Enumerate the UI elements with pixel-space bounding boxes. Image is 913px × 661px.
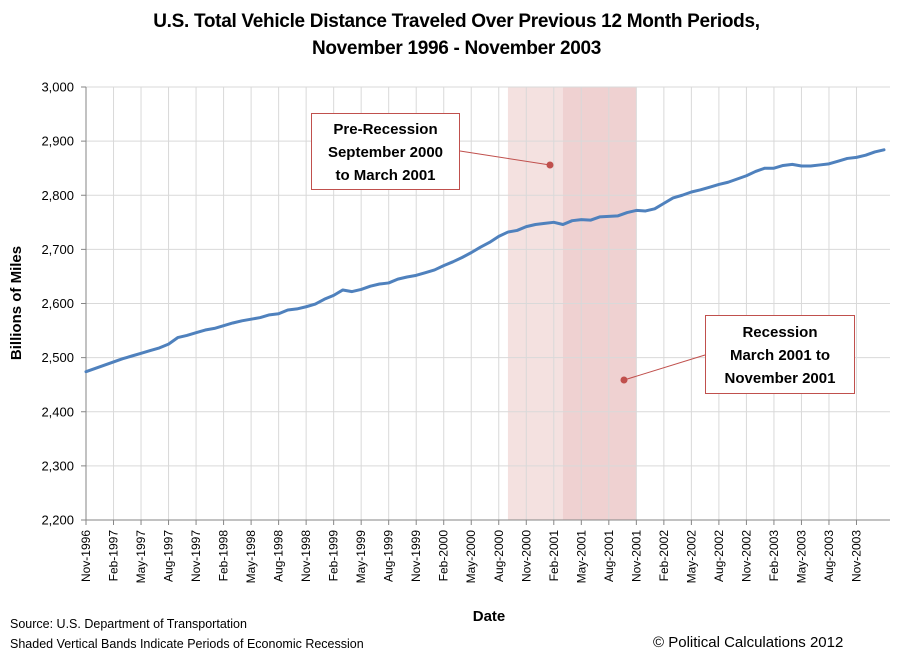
y-tick-label: 2,800 [41, 188, 74, 203]
axes [81, 86, 890, 525]
x-tick-label: May-2001 [574, 530, 588, 584]
source-note: Source: U.S. Department of Transportatio… [10, 617, 247, 631]
callout-line: March 2001 to [729, 347, 831, 364]
x-tick-label: May-1997 [134, 530, 148, 584]
x-tick-label: Nov-1997 [189, 530, 203, 582]
chart-title: U.S. Total Vehicle Distance Traveled Ove… [0, 8, 913, 62]
x-tick-label: Aug-2003 [822, 530, 836, 582]
data-series [84, 148, 886, 374]
callout-line: Pre-Recession [333, 121, 438, 138]
y-axis-title: Billions of Miles [8, 246, 25, 360]
x-tick-label: Aug-1999 [382, 530, 396, 582]
x-tick-label: Nov-2001 [629, 530, 643, 582]
y-tick-label: 2,900 [41, 134, 74, 149]
x-tick-label: Aug-2000 [492, 530, 506, 582]
y-tick-label: 2,300 [41, 458, 74, 473]
copyright-note: © Political Calculations 2012 [653, 634, 844, 651]
recession-marker-dot [620, 376, 628, 384]
x-tick-labels: Nov-1996 Feb-1997 May-1997 Aug-1997 Nov-1997… [79, 530, 863, 584]
x-tick-label: Feb-1997 [107, 530, 121, 582]
series-line-vehicle-miles [84, 148, 886, 374]
x-tick-label: Feb-2001 [547, 530, 561, 582]
x-tick-label: Nov-2000 [519, 530, 533, 582]
recession-callout: Recession March 2001 to November 2001 [705, 315, 855, 394]
pre-recession-leader-line [459, 150, 551, 166]
y-tick-label: 2,600 [41, 296, 74, 311]
callout-line: to March 2001 [335, 167, 436, 184]
y-tick-labels: 2,200 2,300 2,400 2,500 2,600 2,700 2,800 2,900… [41, 80, 74, 528]
pre-recession-callout: Pre-Recession September 2000 to March 20… [311, 113, 460, 190]
y-tick-label: 2,500 [41, 350, 74, 365]
callout-line: Recession [742, 324, 818, 341]
x-tick-label: May-2003 [794, 530, 808, 584]
x-tick-label: Nov-2003 [849, 530, 863, 582]
chart-subtitle: November 1996 - November 2003 [311, 38, 602, 59]
x-tick-label: Feb-2002 [657, 530, 671, 582]
x-tick-label: Feb-2000 [437, 530, 451, 582]
y-tick-label: 2,200 [41, 513, 74, 528]
shading-note: Shaded Vertical Bands Indicate Periods o… [10, 637, 364, 651]
x-tick-label: Aug-1997 [162, 530, 176, 582]
pre-recession-marker-dot [546, 161, 554, 169]
y-tick-label: 2,700 [41, 242, 74, 257]
x-tick-label: Nov-2002 [739, 530, 753, 582]
x-tick-label: Nov-1996 [79, 530, 93, 582]
x-tick-label: Aug-2001 [602, 530, 616, 582]
recession-leader-line [623, 354, 706, 381]
callout-line: September 2000 [327, 144, 444, 161]
x-tick-label: Nov-1998 [299, 530, 313, 582]
x-tick-label: May-2000 [464, 530, 478, 584]
chart-title-line-1: U.S. Total Vehicle Distance Traveled Ove… [153, 11, 760, 32]
x-tick-label: Feb-1999 [327, 530, 341, 582]
x-tick-label: Feb-2003 [767, 530, 781, 582]
x-tick-label: Aug-1998 [272, 530, 286, 582]
x-tick-label: May-1999 [354, 530, 368, 584]
x-tick-label: Feb-1998 [217, 530, 231, 582]
gridlines [86, 86, 890, 520]
x-axis-title: Date [473, 608, 506, 625]
callout-line: November 2001 [724, 370, 836, 387]
annotation-leaders [459, 150, 706, 384]
x-tick-label: Nov-1999 [409, 530, 423, 582]
y-tick-label: 3,000 [41, 80, 74, 95]
x-tick-label: May-1998 [244, 530, 258, 584]
x-tick-label: May-2002 [684, 530, 698, 584]
x-tick-label: Aug-2002 [712, 530, 726, 582]
y-tick-label: 2,400 [41, 404, 74, 419]
